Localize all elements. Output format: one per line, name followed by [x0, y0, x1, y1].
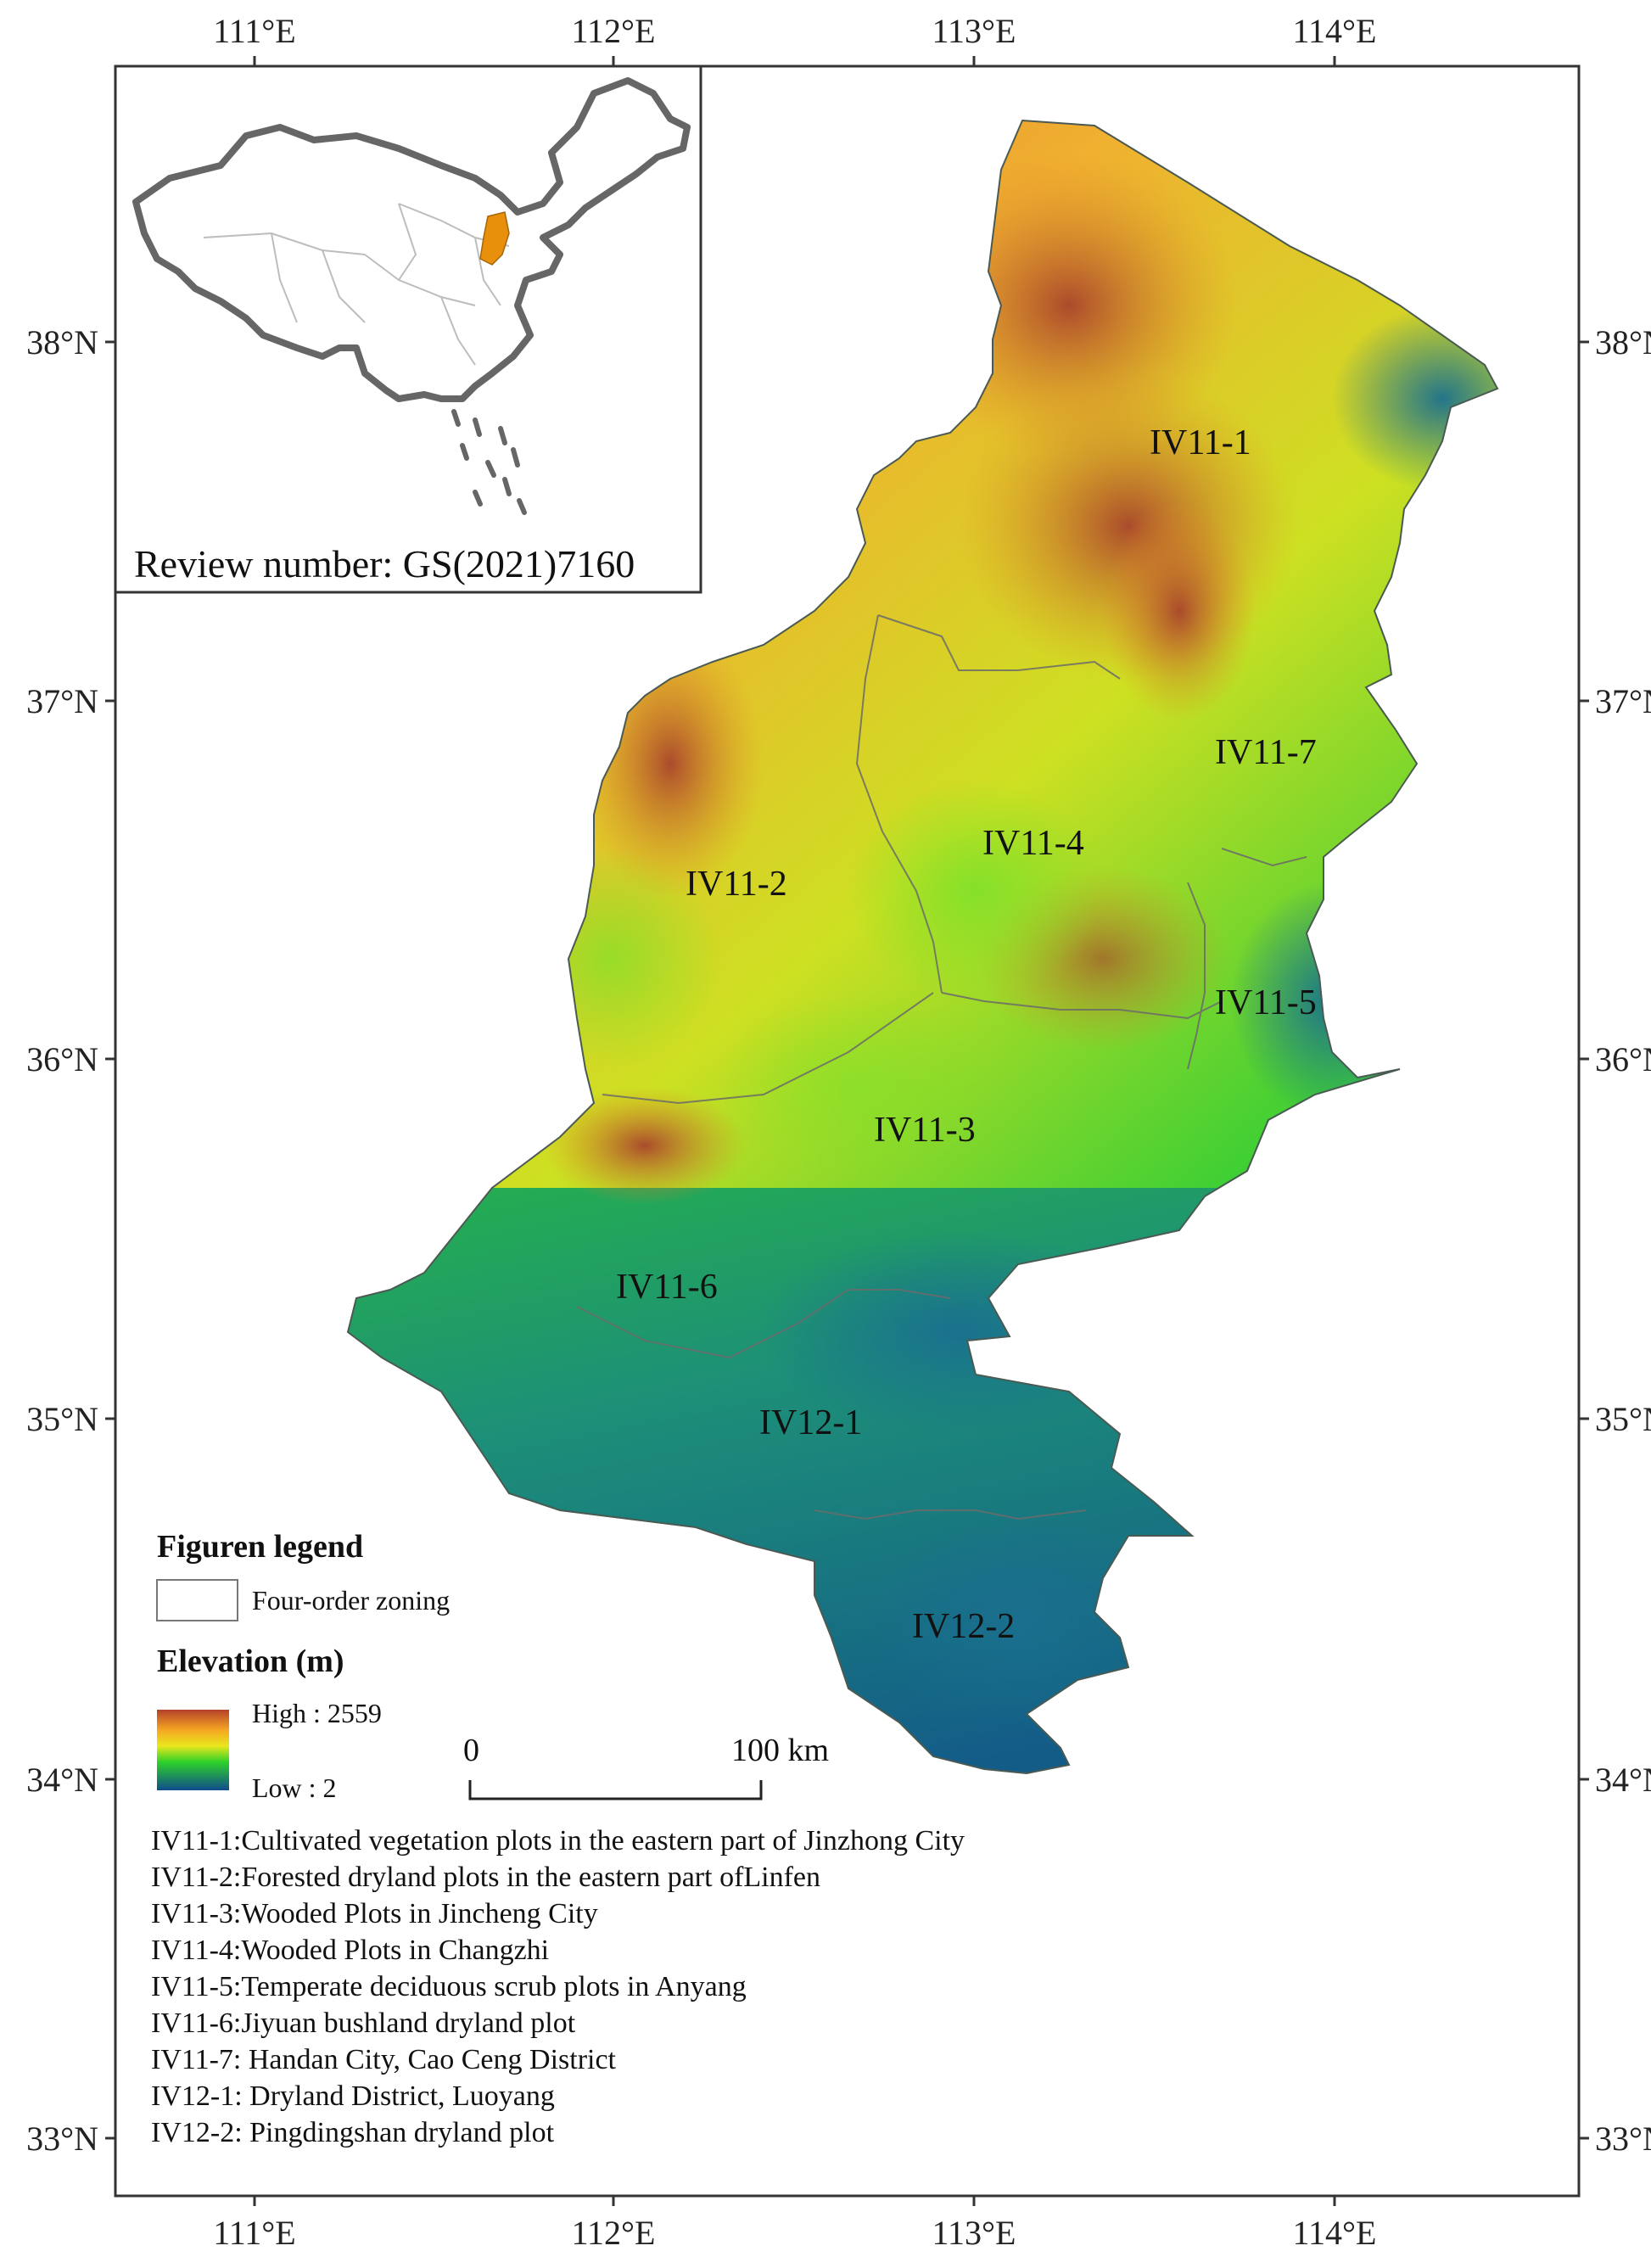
description-line: IV11-6:Jiyuan bushland dryland plot	[151, 2008, 576, 2039]
right-lat-labels: 38°N 37°N 36°N 35°N 34°N 33°N	[1595, 323, 1651, 2158]
lat-label-left: 36°N	[26, 1040, 98, 1078]
lon-label-bottom: 111°E	[213, 2214, 295, 2252]
lat-label-left: 35°N	[26, 1400, 98, 1438]
lon-label-top: 113°E	[932, 12, 1016, 50]
lat-label-left: 37°N	[26, 682, 98, 720]
lon-label-top: 112°E	[572, 12, 656, 50]
scale-end-label: 100 km	[731, 1733, 829, 1768]
lon-label-bottom: 113°E	[932, 2214, 1016, 2252]
inset-map: Review number: GS(2021)7160	[114, 64, 702, 594]
lat-label-left: 38°N	[26, 323, 98, 361]
zone-labels: IV11-1 IV11-2 IV11-3 IV11-4 IV11-5 IV11-…	[616, 423, 1317, 1646]
bottom-lon-labels: 111°E 112°E 113°E 114°E	[213, 2214, 1376, 2252]
lat-label-left: 34°N	[26, 1761, 98, 1799]
description-line: IV11-5:Temperate deciduous scrub plots i…	[151, 1971, 747, 2002]
elevation-low-label: Low : 2	[252, 1772, 337, 1803]
zone-label-iv11-6: IV11-6	[616, 1268, 718, 1307]
frame-ticks	[105, 56, 1589, 2206]
description-line: IV11-4:Wooded Plots in Changzhi	[151, 1935, 549, 1966]
zone-label-iv11-1: IV11-1	[1150, 423, 1251, 462]
zone-label-iv11-4: IV11-4	[982, 824, 1084, 863]
lon-label-bottom: 112°E	[572, 2214, 656, 2252]
lat-label-left: 33°N	[26, 2120, 98, 2158]
zone-label-iv12-2: IV12-2	[912, 1607, 1015, 1646]
elevation-high-label: High : 2559	[252, 1698, 382, 1728]
lat-label-right: 37°N	[1595, 682, 1651, 720]
lat-label-right: 34°N	[1595, 1761, 1651, 1799]
scale-bar: 0 100 km	[463, 1733, 829, 1800]
legend-title: Figuren legend	[157, 1529, 363, 1565]
top-lon-labels: 111°E 112°E 113°E 114°E	[213, 12, 1376, 50]
lat-label-right: 35°N	[1595, 1400, 1651, 1438]
zone-label-iv12-1: IV12-1	[759, 1403, 862, 1442]
zone-label-iv11-2: IV11-2	[686, 865, 787, 904]
lat-label-right: 38°N	[1595, 323, 1651, 361]
description-line: IV11-1:Cultivated vegetation plots in th…	[151, 1825, 965, 1856]
lon-label-bottom: 114°E	[1293, 2214, 1377, 2252]
zoning-label: Four-order zoning	[252, 1585, 450, 1616]
study-area-highlight	[479, 211, 510, 266]
scale-start-label: 0	[463, 1733, 479, 1768]
zone-descriptions: IV11-1:Cultivated vegetation plots in th…	[151, 1825, 965, 2148]
review-number: Review number: GS(2021)7160	[134, 542, 635, 585]
elevation-title: Elevation (m)	[157, 1644, 344, 1679]
description-line: IV12-2: Pingdingshan dryland plot	[151, 2117, 555, 2148]
description-line: IV11-7: Handan City, Cao Ceng District	[151, 2044, 617, 2075]
south-china-sea-islands	[451, 409, 527, 515]
zone-label-iv11-3: IV11-3	[874, 1111, 976, 1150]
lat-label-right: 33°N	[1595, 2120, 1651, 2158]
zone-label-iv11-7: IV11-7	[1215, 733, 1317, 772]
zoning-swatch	[156, 1579, 238, 1621]
legend: Figuren legend Four-order zoning Elevati…	[156, 1529, 450, 1803]
elevation-gradient	[157, 1710, 229, 1790]
description-line: IV11-2:Forested dryland plots in the eas…	[151, 1862, 820, 1893]
lat-label-right: 36°N	[1595, 1040, 1651, 1078]
description-line: IV11-3:Wooded Plots in Jincheng City	[151, 1898, 598, 1929]
lon-label-top: 114°E	[1293, 12, 1377, 50]
zoning-boundaries	[576, 614, 1307, 1520]
zone-label-iv11-5: IV11-5	[1215, 983, 1317, 1022]
left-lat-labels: 38°N 37°N 36°N 35°N 34°N 33°N	[26, 323, 98, 2158]
description-line: IV12-1: Dryland District, Luoyang	[151, 2080, 555, 2112]
lon-label-top: 111°E	[213, 12, 295, 50]
